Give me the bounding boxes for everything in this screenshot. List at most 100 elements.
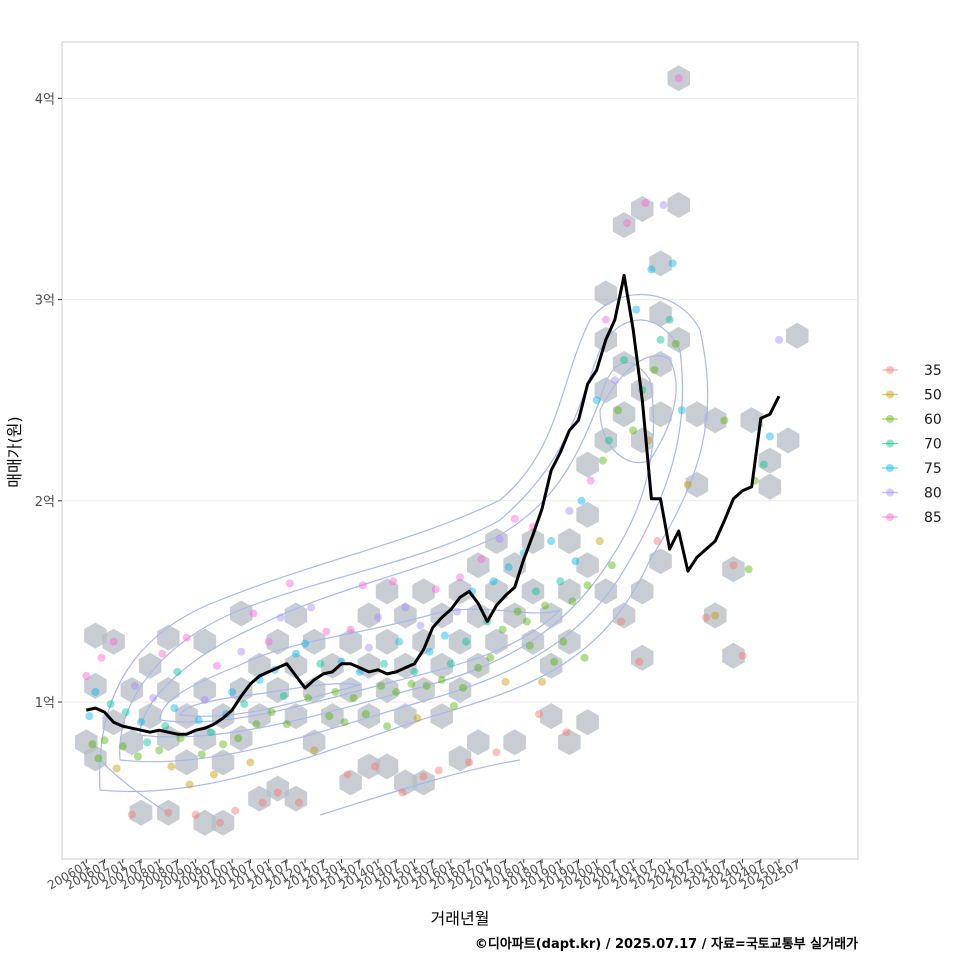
hex-bin: [667, 192, 690, 218]
data-point: [97, 653, 106, 662]
data-point: [592, 396, 601, 405]
data-point: [525, 641, 534, 650]
hex-bin: [375, 677, 399, 703]
data-point: [94, 754, 103, 763]
data-point: [775, 335, 784, 344]
data-point: [437, 675, 446, 684]
data-point: [234, 734, 243, 743]
hex-bin: [394, 652, 417, 679]
hex-bin: [193, 677, 217, 703]
data-point: [541, 601, 550, 610]
data-point: [559, 637, 568, 646]
data-point: [656, 335, 665, 344]
data-point: [282, 720, 291, 729]
hex-bin: [631, 196, 654, 222]
density-contours: [99, 294, 709, 816]
hex-bin: [722, 642, 745, 669]
hex-bin: [503, 602, 526, 629]
data-point: [106, 700, 115, 709]
hex-bin: [120, 677, 144, 703]
hex-bin: [357, 703, 381, 730]
data-point: [231, 806, 240, 815]
data-point: [273, 788, 282, 797]
legend-label: 50: [924, 388, 942, 404]
legend: 35 50 60 70 75 80 85: [882, 363, 942, 526]
hex-bin: [266, 775, 289, 802]
data-point: [170, 704, 179, 713]
data-point: [307, 603, 316, 612]
density-contour: [139, 361, 655, 738]
data-point: [744, 565, 753, 574]
data-point: [459, 683, 468, 692]
data-point: [641, 198, 650, 207]
data-point: [623, 219, 632, 228]
hex-bin: [193, 628, 217, 655]
hex-bin: [120, 729, 144, 756]
data-point: [331, 687, 340, 696]
data-point: [474, 663, 483, 672]
data-point: [610, 376, 619, 385]
hex-bin: [776, 427, 800, 454]
hex-bin: [375, 578, 399, 605]
data-point: [358, 581, 367, 590]
density-contour: [599, 355, 677, 464]
hex-bin: [503, 729, 526, 756]
data-point: [674, 74, 683, 83]
hex-bin: [685, 471, 709, 498]
data-point: [91, 687, 100, 696]
hex-bin: [740, 407, 763, 434]
data-point: [629, 426, 638, 435]
hex-bin: [375, 753, 399, 780]
hex-bin: [631, 578, 654, 605]
source-caption: ©디아파트(dapt.kr) / 2025.07.17 / 자료=국토교통부 실…: [475, 936, 858, 952]
data-point: [219, 740, 228, 749]
data-point: [720, 416, 729, 425]
data-point: [276, 613, 285, 622]
data-point: [653, 537, 662, 546]
data-point: [185, 780, 194, 789]
legend-label: 80: [924, 486, 942, 502]
hex-bin: [612, 351, 636, 377]
data-point: [677, 406, 686, 415]
hex-bin: [485, 528, 508, 555]
data-point: [279, 692, 288, 701]
hex-bin: [138, 703, 162, 730]
hex-bin: [576, 501, 599, 528]
data-point: [340, 718, 349, 727]
hex-bin: [786, 322, 809, 349]
hex-bin: [175, 749, 198, 776]
data-point: [380, 659, 389, 668]
hex-bin: [667, 326, 690, 353]
hex-bin: [394, 602, 417, 629]
data-point: [410, 667, 419, 676]
data-point: [671, 339, 680, 348]
hex-bin: [412, 677, 435, 703]
data-point: [155, 746, 164, 755]
hex-bin: [612, 401, 636, 428]
data-point: [413, 714, 422, 723]
hex-bin: [448, 628, 472, 655]
data-point: [571, 557, 580, 566]
data-point: [158, 649, 167, 658]
data-point: [267, 708, 276, 717]
data-point: [632, 305, 641, 314]
legend-key-point: [886, 439, 894, 448]
data-point: [489, 577, 498, 586]
data-point: [191, 810, 200, 819]
data-point: [422, 681, 431, 690]
data-point: [425, 647, 434, 656]
hex-bin: [412, 578, 435, 605]
data-point: [100, 736, 109, 745]
data-point: [647, 265, 656, 274]
hex-bin: [138, 652, 162, 679]
data-point: [173, 667, 182, 676]
data-point: [738, 651, 747, 660]
data-point: [264, 637, 273, 646]
legend-label: 60: [924, 412, 942, 428]
data-point: [583, 581, 592, 590]
hex-bin: [612, 602, 636, 629]
data-point: [176, 734, 185, 743]
hex-bin: [576, 451, 599, 478]
data-point: [617, 617, 626, 626]
